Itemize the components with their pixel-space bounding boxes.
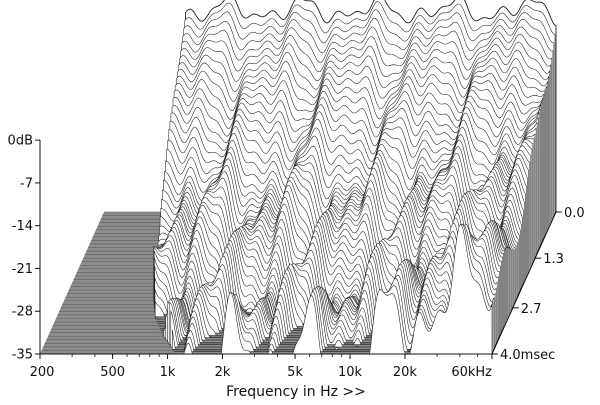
decay-slices <box>153 0 557 355</box>
time-tick-label: 0.0 <box>564 206 585 221</box>
x-tick-label: 500 <box>100 365 125 380</box>
y-tick-label: -35 <box>12 348 33 363</box>
time-tick-label: 2.7 <box>521 302 542 317</box>
y-tick-label: 0dB <box>8 134 33 149</box>
decay-slice <box>163 229 500 338</box>
x-tick-label: 2k <box>215 365 231 380</box>
x-tick-label: 60kHz <box>451 365 492 380</box>
decay-slice <box>165 233 499 341</box>
x-axis-label: Frequency in Hz >> <box>226 384 366 400</box>
x-tick-label: 1k <box>160 365 176 380</box>
y-tick-label: -7 <box>20 176 33 191</box>
x-tick-label: 200 <box>30 365 55 380</box>
time-axis-line <box>491 211 557 355</box>
time-tick-labels: 0.0 1.3 2.7 4.0msec <box>492 206 585 363</box>
x-tick-label: 10k <box>338 365 363 380</box>
x-tick-labels: 200 500 1k 2k 5k 10k 20k 60kHz <box>30 354 493 380</box>
y-tick-label: -28 <box>12 305 33 320</box>
y-tick-label: -21 <box>12 262 33 277</box>
x-tick-label: 20k <box>393 365 418 380</box>
axes <box>39 140 557 355</box>
time-tick-label: 4.0msec <box>500 348 555 363</box>
y-tick-label: -14 <box>12 219 33 234</box>
time-tick-label: 1.3 <box>543 252 564 267</box>
x-tick-label: 5k <box>287 365 303 380</box>
y-tick-labels: 0dB -7 -14 -21 -28 -35 <box>8 134 40 363</box>
